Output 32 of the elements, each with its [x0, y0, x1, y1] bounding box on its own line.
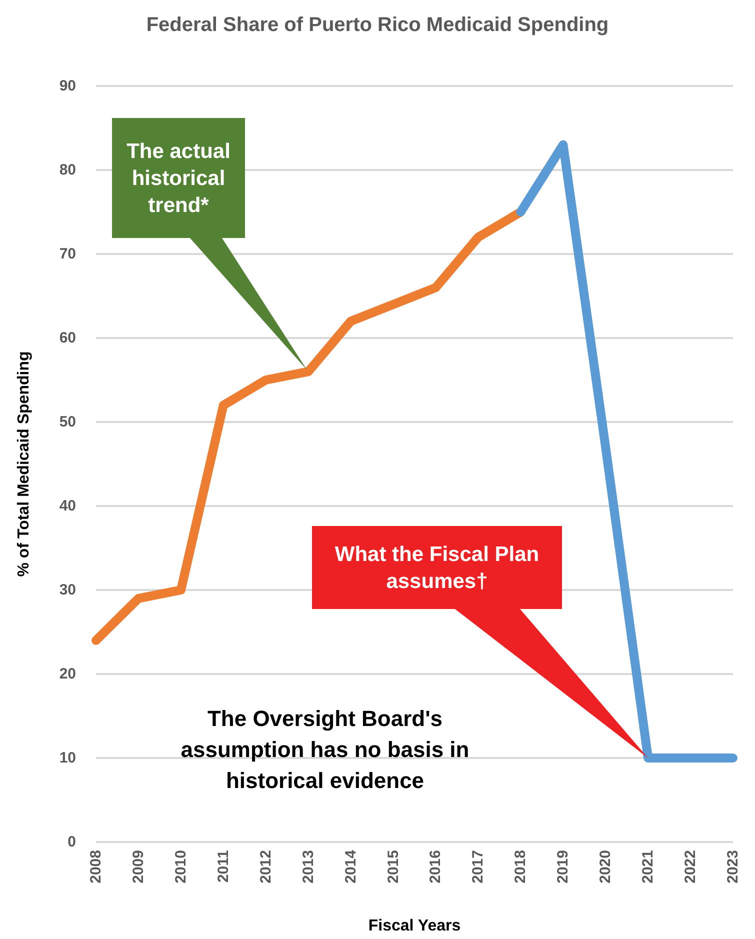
x-tick-label: 2016	[427, 850, 444, 884]
x-tick-label: 2022	[682, 850, 700, 884]
annotation: What the Fiscal Plan assumes†	[334, 542, 540, 594]
x-tick-label: 2014	[342, 849, 360, 884]
annotation: The Oversight Board's assumption has no basis in historical evidence	[180, 705, 470, 795]
x-tick-label: 2011	[214, 850, 232, 883]
x-tick-label: 2018	[512, 850, 530, 884]
y-tick-label: 90	[59, 78, 76, 94]
y-tick-label: 70	[59, 246, 76, 262]
y-axis-title: % of Total Medicaid Spending	[16, 351, 32, 577]
x-tick-label: 2008	[88, 850, 104, 884]
y-tick-label: 10	[59, 750, 76, 766]
y-tick-label: 30	[59, 582, 76, 598]
x-tick-label: 2013	[300, 850, 317, 884]
annotation: The actual historical trend*	[126, 138, 232, 218]
y-tick-label: 80	[59, 162, 76, 178]
x-tick-label: 2023	[724, 850, 742, 884]
x-tick-label: 2019	[554, 850, 572, 884]
y-tick-label: 20	[59, 666, 76, 682]
x-tick-label: 2010	[172, 850, 190, 884]
x-tick-label: 2015	[384, 850, 402, 884]
y-tick-label: 50	[59, 414, 76, 430]
x-tick-label: 2012	[257, 850, 274, 884]
x-tick-label: 2020	[597, 850, 614, 884]
chart-title: Federal Share of Puerto Rico Medicaid Spending	[146, 14, 609, 36]
y-tick-label: 0	[68, 834, 76, 850]
y-tick-label: 60	[59, 330, 76, 346]
y-tick-label: 40	[59, 498, 76, 514]
x-tick-label: 2021	[640, 850, 657, 884]
x-axis-title: Fiscal Years	[368, 918, 461, 934]
x-tick-label: 2017	[470, 850, 487, 884]
x-tick-label: 2009	[130, 850, 147, 884]
